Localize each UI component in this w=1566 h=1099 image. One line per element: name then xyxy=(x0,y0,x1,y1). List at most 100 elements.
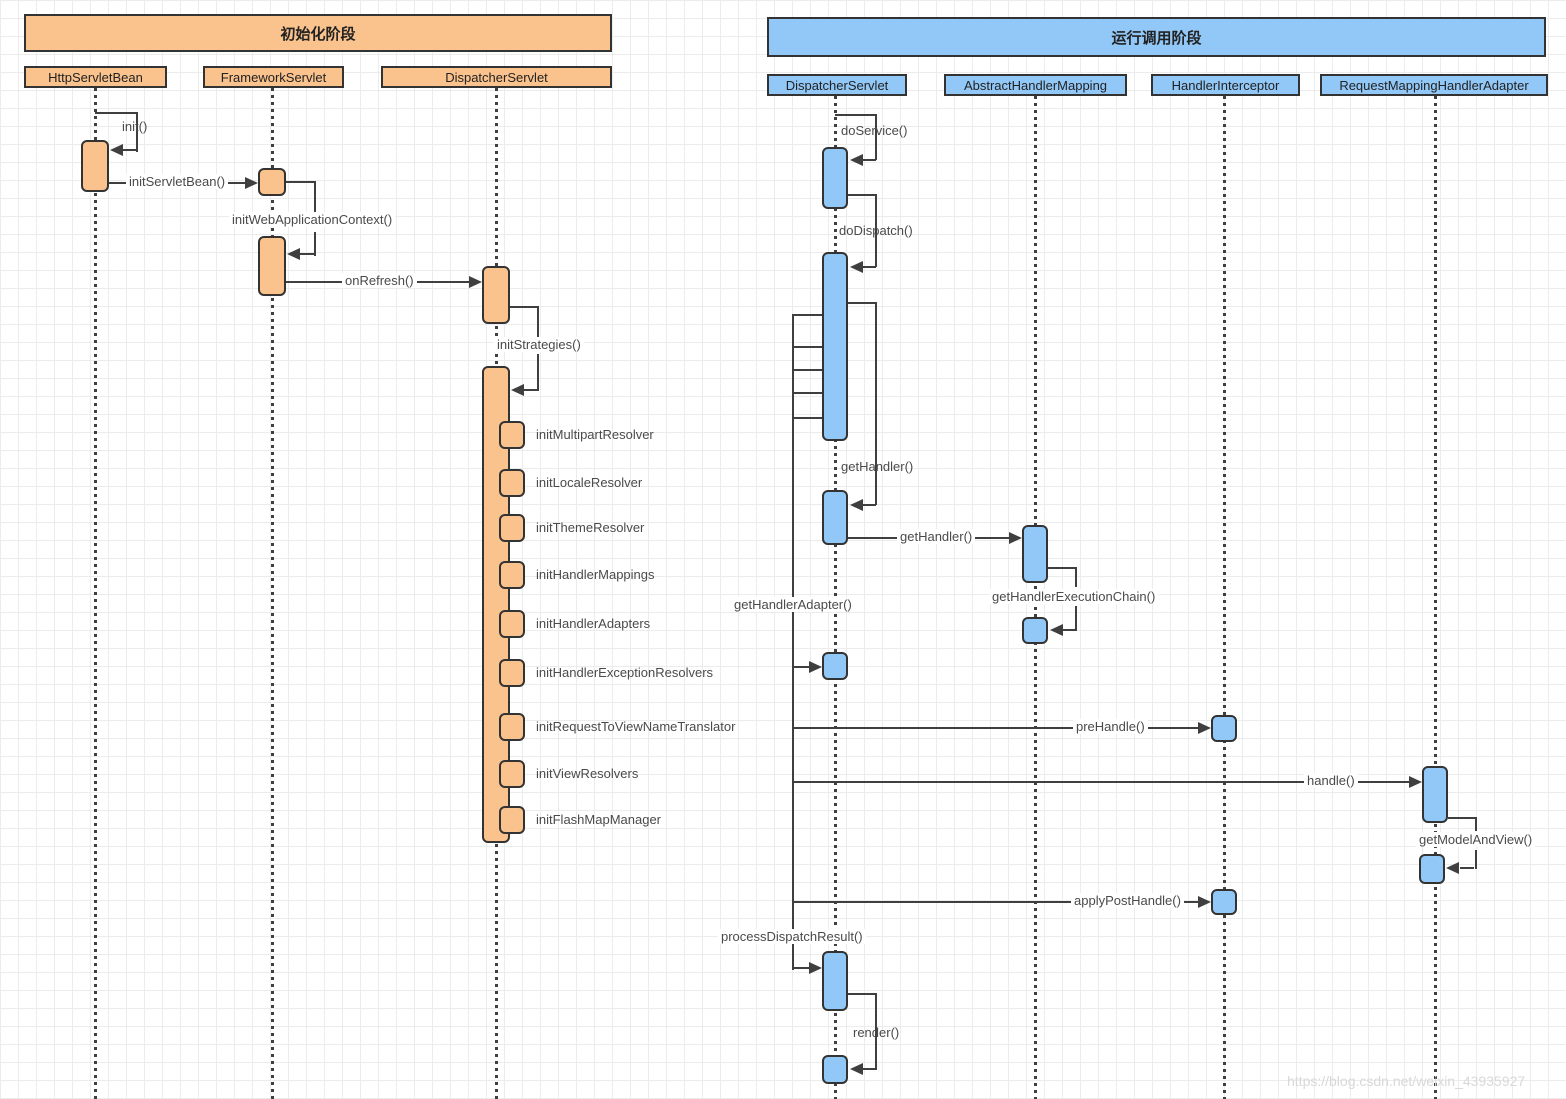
connector-segment xyxy=(848,302,877,304)
connector-segment xyxy=(793,392,822,394)
connector-segment xyxy=(537,354,539,391)
message-label-handle: handle() xyxy=(1304,773,1358,788)
activation-gethandleradapter xyxy=(822,652,848,680)
lifeline-frameworkservlet xyxy=(271,88,274,1099)
participant-frameworkservlet: FrameworkServlet xyxy=(203,66,344,88)
connector-segment xyxy=(835,114,877,116)
connector-segment xyxy=(861,266,876,268)
connector-segment xyxy=(793,346,822,348)
message-label-processdispatchresult: processDispatchResult() xyxy=(718,929,866,944)
strategy-label: initHandlerAdapters xyxy=(536,616,651,631)
message-label-gethandleradapter: getHandlerAdapter() xyxy=(731,597,855,612)
activation-strategy xyxy=(499,713,525,741)
connector-segment xyxy=(1448,817,1477,819)
message-label-gethandlerexecutionchain: getHandlerExecutionChain() xyxy=(989,589,1159,604)
message-label-render: render() xyxy=(853,1025,900,1040)
connector-segment xyxy=(1048,567,1077,569)
strategy-label: initFlashMapManager xyxy=(536,812,662,827)
arrowhead-icon xyxy=(1198,722,1211,734)
lifeline-handlerinterceptor xyxy=(1223,96,1226,1099)
arrowhead-icon xyxy=(1198,896,1211,908)
connector-segment xyxy=(537,306,539,340)
activation-getmodelandview xyxy=(1419,854,1445,884)
connector-segment xyxy=(524,389,539,391)
participant-dispatcherservlet-init: DispatcherServlet xyxy=(381,66,612,88)
connector-segment xyxy=(848,993,877,995)
strategy-label: initMultipartResolver xyxy=(536,427,654,442)
message-label-onrefresh: onRefresh() xyxy=(342,273,417,288)
connector-segment xyxy=(1475,850,1477,869)
connector-segment xyxy=(793,314,822,316)
activation-gethandlerexecutionchain xyxy=(1022,617,1048,644)
activation-dodispatch xyxy=(822,252,848,441)
connector-segment xyxy=(793,967,810,969)
connector-segment xyxy=(286,181,316,183)
connector-segment xyxy=(136,112,138,152)
arrowhead-icon xyxy=(511,384,524,396)
arrowhead-icon xyxy=(809,661,822,673)
message-label-init: init() xyxy=(122,119,148,134)
arrowhead-icon xyxy=(469,276,482,288)
connector-segment xyxy=(875,194,877,267)
message-label-getmodelandview: getModelAndView() xyxy=(1416,832,1536,847)
connector-segment xyxy=(314,232,316,256)
activation-strategy xyxy=(499,659,525,687)
connector-segment xyxy=(875,302,877,505)
connector-segment xyxy=(862,159,876,161)
participant-abstracthandlermapping: AbstractHandlerMapping xyxy=(944,74,1127,96)
activation-strategy xyxy=(499,561,525,589)
connector-segment xyxy=(314,181,316,213)
connector-segment xyxy=(793,369,822,371)
strategy-label: initThemeResolver xyxy=(536,520,645,535)
arrowhead-icon xyxy=(1050,624,1063,636)
activation-prehandle xyxy=(1211,715,1237,742)
arrowhead-icon xyxy=(850,154,863,166)
message-label-dodispatch: doDispatch() xyxy=(839,223,913,238)
activation-strategy xyxy=(499,806,525,834)
strategy-label: initHandlerMappings xyxy=(536,567,655,582)
activation-frameworkservlet-initwebapplicationcontext xyxy=(258,236,286,296)
lifeline-httpservletbean xyxy=(94,88,97,1099)
connector-segment xyxy=(848,194,877,196)
activation-dispatcherservlet-onrefresh xyxy=(482,266,510,324)
connector-segment xyxy=(1075,567,1077,587)
message-label-initstrategies: initStrategies() xyxy=(494,337,584,352)
connector-segment xyxy=(510,306,539,308)
run-phase-title: 运行调用阶段 xyxy=(767,17,1546,57)
arrowhead-icon xyxy=(850,261,863,273)
connector-segment xyxy=(793,781,1409,783)
activation-strategy xyxy=(499,760,525,788)
strategy-label: initRequestToViewNameTranslator xyxy=(536,719,736,734)
init-phase-title: 初始化阶段 xyxy=(24,14,612,52)
activation-abstracthandlermapping xyxy=(1022,525,1048,583)
lifeline-requestmappinghandleradapter xyxy=(1434,96,1437,1099)
activation-strategy xyxy=(499,610,525,638)
arrowhead-icon xyxy=(287,248,300,260)
connector-segment xyxy=(1460,867,1474,869)
participant-requestmappinghandleradapter: RequestMappingHandlerAdapter xyxy=(1320,74,1548,96)
arrowhead-icon xyxy=(1009,532,1022,544)
activation-httpservletbean-init xyxy=(81,140,109,192)
connector-segment xyxy=(875,993,877,1070)
arrowhead-icon xyxy=(850,1063,863,1075)
activation-render xyxy=(822,1055,848,1084)
participant-handlerinterceptor: HandlerInterceptor xyxy=(1151,74,1300,96)
message-label-applyposthandle: applyPostHandle() xyxy=(1071,893,1184,908)
connector-segment xyxy=(1075,606,1077,631)
arrowhead-icon xyxy=(110,144,123,156)
activation-processdispatchresult xyxy=(822,951,848,1011)
arrowhead-icon xyxy=(850,499,863,511)
watermark: https://blog.csdn.net/weixin_43935927 xyxy=(1287,1073,1526,1089)
connector-segment xyxy=(123,149,138,151)
message-label-doservice: doService() xyxy=(841,123,908,138)
connector-segment xyxy=(300,253,316,255)
connector-segment xyxy=(793,666,810,668)
message-label-gethandler-self: getHandler() xyxy=(841,459,914,474)
arrowhead-icon xyxy=(809,962,822,974)
strategy-label: initHandlerExceptionResolvers xyxy=(536,665,714,680)
activation-gethandler xyxy=(822,490,848,545)
activation-frameworkservlet-initservletbean xyxy=(258,168,286,196)
connector-segment xyxy=(95,112,138,114)
strategy-label: initViewResolvers xyxy=(536,766,639,781)
